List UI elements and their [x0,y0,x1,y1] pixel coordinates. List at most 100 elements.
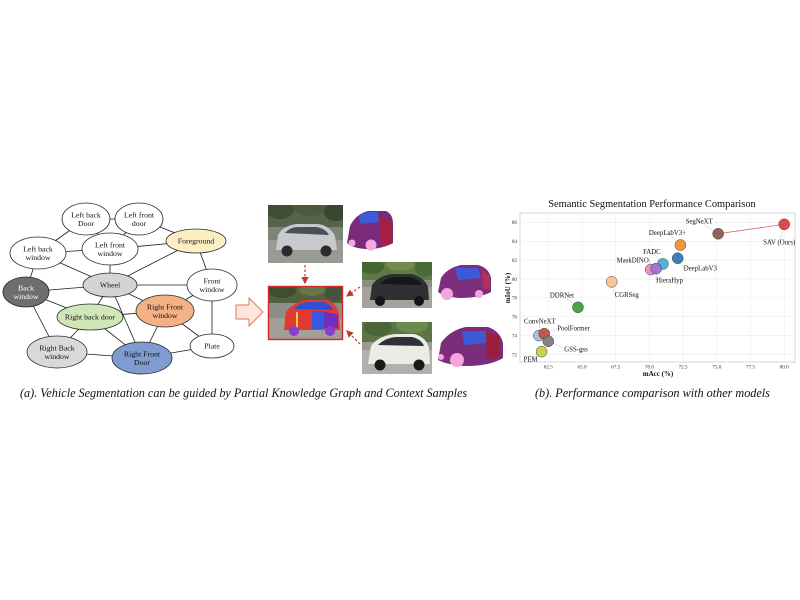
graph-node-left-front-window: Left front window [81,232,139,266]
graph-node-right-back-door-shape [56,303,124,331]
node-label-line: Left back [23,244,53,253]
graph-node-left-back-door-shape [61,202,111,236]
x-tick-label: 67.5 [611,365,620,371]
node-label-line: Plate [204,342,220,351]
data-point-deeplabv3 [674,239,687,251]
point-label-fadc: FADC [643,249,661,256]
performance-chart: 62.5 65.0 67.5 70.0 72.5 75.0 77.5 80.0 72 74 76 78… [504,199,796,378]
graph-node-wheel: Wheel [82,272,138,298]
graph-node-front-window-label: Front window [199,276,224,294]
graph-node-foreground-shape [165,228,227,254]
part-mask-render-2 [438,265,491,300]
node-label-line: Right Front [147,302,184,311]
y-tick-label: 78 [512,296,518,302]
graph-node-left-back-window: Left back window [9,236,67,270]
node-label-line: Back [18,283,34,292]
node-label-line: Left front [95,240,126,249]
graph-node-front-window-shape [186,268,238,302]
part-mask-render-3 [438,327,503,367]
data-point-cgrseg [605,276,618,288]
graph-node-wheel-label: Wheel [100,281,121,290]
point-label-maskdino: MaskDINO [617,258,649,265]
node-label-line: Right Back [39,343,74,352]
node-label-line: Foreground [178,237,214,246]
leader-line-maskdino [648,260,651,270]
context-photo-3 [362,322,432,374]
data-point-gss-gss [542,335,555,348]
x-tick-label: 75.0 [712,365,721,371]
graph-node-right-front-door: Right Front Door [111,341,173,375]
graph-node-front-window: Front window [186,268,238,302]
graph-node-right-front-window-shape [135,294,195,328]
graph-node-left-back-window-shape [9,236,67,270]
point-label-deeplabv3: DeepLabV3+ [649,230,686,237]
node-label-line: window [199,285,224,294]
x-tick-label: 70.0 [645,365,654,371]
point-label-cgrseg: CGRSeg [615,292,640,299]
y-tick-label: 72 [512,352,518,358]
graph-node-right-front-door-shape [111,341,173,375]
point-label-gss-gss: GSS-gss [564,346,588,353]
graph-node-plate-label: Plate [204,342,220,351]
point-label-hierahyp: HieraHyp [656,278,683,285]
x-axis-label: mAcc (%) [643,370,674,378]
graph-node-foreground-label: Foreground [178,237,214,246]
node-label-line: window [152,311,177,320]
point-label-poolformer: PoolFormer [557,326,590,333]
graph-node-left-front-window-label: Left front window [95,240,126,258]
chart-title: Semantic Segmentation Performance Compar… [548,199,756,210]
node-label-line: window [25,253,50,262]
node-label-line: Right Front [124,349,161,358]
node-label-line: Door [134,358,150,367]
graph-node-back-window-label: Back window [13,283,38,301]
graph-node-left-front-window-shape [81,232,139,266]
point-label-convnext: ConvNeXT [524,319,557,326]
x-tick-label: 80.0 [780,365,789,371]
x-tick-label: 77.5 [746,365,755,371]
graph-node-foreground: Foreground [165,228,227,254]
node-label-line: Front [204,276,222,285]
graph-node-right-back-window-shape [26,335,88,369]
graph-node-right-front-window-label: Right Front window [147,302,184,320]
graph-node-right-back-door-label: Right back door [65,313,116,322]
point-label-sav-ours: SAV (Ours) [763,239,795,246]
data-point-sav-ours [778,218,790,231]
node-label-line: window [13,292,38,301]
node-label-line: Left back [71,210,101,219]
graph-node-right-back-window: Right Back window [26,335,88,369]
graph-node-right-front-door-label: Right Front Door [124,349,161,367]
graph-node-back-window-shape [2,276,50,308]
y-tick-label: 82 [512,258,518,264]
node-label-line: Right back door [65,313,116,322]
y-tick-label: 84 [512,239,518,245]
context-photo-2 [362,262,432,308]
part-mask-render-1 [347,211,393,251]
node-label-line: Wheel [100,281,121,290]
data-point-deeplabv3 [671,252,684,265]
leader-line-pem [530,351,542,360]
x-tick-label: 72.5 [679,365,688,371]
graph-node-plate-shape [189,333,235,359]
point-label-ddrnet: DDRNet [550,292,574,299]
graph-node-left-front-door-shape [114,202,164,236]
graph-node-left-front-door: Left front door [114,202,164,236]
node-label-line: Door [78,219,94,228]
graph-node-right-back-window-label: Right Back window [39,343,74,361]
leader-line-cgrseg [611,281,615,295]
data-points [533,218,790,358]
x-tick-label: 62.5 [544,365,553,371]
segmented-target-image [267,285,344,341]
y-axis-label: mIoU (%) [504,272,512,303]
caption-a: (a). Vehicle Segmentation can be guided … [20,386,468,400]
caption-b: (b). Performance comparison with other m… [535,386,770,400]
transition-arrow-icon [235,296,264,328]
graph-node-plate: Plate [189,333,235,359]
context-photo-1 [268,205,343,263]
graph-node-left-back-door-label: Left back Door [71,210,101,228]
graph-node-right-back-door: Right back door [56,303,124,331]
point-label-deeplabv3: DeepLabV3 [684,265,718,272]
node-label-line: Left front [124,210,155,219]
